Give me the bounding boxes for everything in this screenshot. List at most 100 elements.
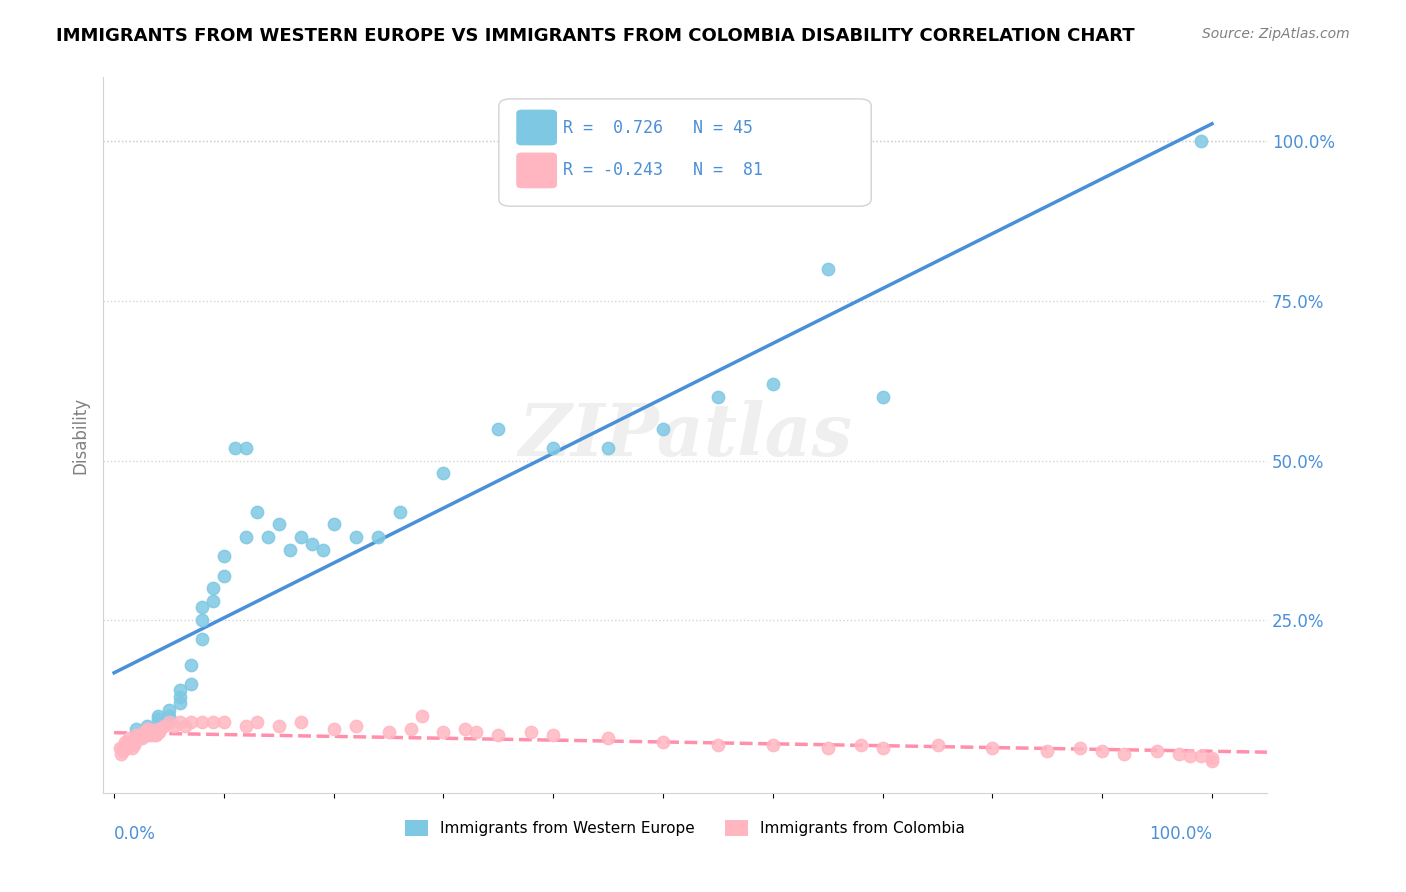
Point (1189, 748, 1212, 763)
Point (136, 728, 159, 742)
Point (174, 718, 197, 732)
Point (1178, 748, 1201, 763)
Point (180, 657, 202, 672)
Point (157, 715, 180, 730)
Point (344, 530, 367, 544)
Point (1201, 750, 1223, 764)
Point (180, 715, 202, 730)
Point (127, 731, 149, 746)
FancyBboxPatch shape (516, 110, 557, 145)
Point (1189, 134, 1212, 148)
Point (927, 738, 949, 752)
Point (157, 715, 180, 730)
Text: 0.0%: 0.0% (114, 824, 156, 843)
Point (652, 422, 675, 436)
Point (143, 725, 166, 739)
Point (132, 725, 155, 739)
Point (256, 530, 278, 544)
Point (872, 741, 894, 756)
Legend: Immigrants from Western Europe, Immigrants from Colombia: Immigrants from Western Europe, Immigran… (399, 814, 972, 842)
Point (432, 467, 454, 481)
Point (399, 722, 422, 736)
Point (377, 725, 399, 739)
Point (191, 613, 214, 627)
Text: Source: ZipAtlas.com: Source: ZipAtlas.com (1202, 27, 1350, 41)
Point (131, 728, 153, 742)
Point (157, 703, 180, 717)
Point (169, 683, 191, 698)
Point (146, 722, 169, 736)
Point (1091, 744, 1114, 758)
Point (454, 722, 477, 736)
Point (707, 738, 730, 752)
Point (142, 728, 165, 742)
Point (128, 731, 150, 746)
Point (246, 715, 269, 730)
Point (146, 722, 169, 736)
Point (201, 594, 224, 608)
Point (872, 390, 894, 404)
Point (118, 731, 141, 746)
Point (141, 725, 163, 739)
Point (344, 718, 367, 732)
Point (212, 715, 235, 730)
Point (322, 722, 344, 736)
Point (112, 741, 135, 756)
Point (134, 728, 156, 742)
Text: R = -0.243   N =  81: R = -0.243 N = 81 (562, 161, 763, 179)
Point (125, 722, 148, 736)
Point (131, 731, 153, 746)
Point (191, 715, 214, 730)
Point (201, 715, 224, 730)
Point (762, 376, 785, 391)
Point (111, 741, 134, 756)
Point (290, 715, 312, 730)
Point (157, 709, 180, 723)
FancyBboxPatch shape (499, 99, 872, 206)
Point (152, 718, 174, 732)
Point (146, 712, 169, 726)
Point (849, 738, 872, 752)
Point (301, 536, 323, 550)
Point (1168, 747, 1191, 762)
Point (136, 718, 159, 732)
Point (367, 530, 389, 544)
Point (136, 722, 159, 736)
Point (235, 718, 257, 732)
Point (163, 718, 186, 732)
Point (235, 530, 257, 544)
Text: IMMIGRANTS FROM WESTERN EUROPE VS IMMIGRANTS FROM COLOMBIA DISABILITY CORRELATIO: IMMIGRANTS FROM WESTERN EUROPE VS IMMIGR… (56, 27, 1135, 45)
Point (598, 441, 620, 455)
Y-axis label: Disability: Disability (72, 396, 89, 474)
Point (1201, 754, 1223, 768)
Point (1146, 744, 1168, 758)
Point (125, 728, 148, 742)
Text: R =  0.726   N = 45: R = 0.726 N = 45 (562, 119, 752, 136)
Point (267, 517, 290, 532)
Point (817, 741, 839, 756)
Point (817, 262, 839, 277)
Point (149, 722, 172, 736)
Point (598, 731, 620, 746)
Point (278, 543, 301, 558)
Point (486, 728, 509, 742)
Point (135, 725, 157, 739)
Point (411, 709, 433, 723)
Point (191, 600, 214, 615)
Point (191, 632, 214, 647)
Point (136, 725, 159, 739)
Point (141, 728, 163, 742)
Point (121, 734, 143, 748)
Point (146, 709, 169, 723)
Point (124, 734, 146, 748)
Point (543, 441, 565, 455)
Point (180, 677, 202, 691)
Point (115, 738, 138, 752)
Point (169, 690, 191, 704)
Point (139, 725, 162, 739)
Point (117, 734, 139, 748)
Point (110, 747, 132, 762)
Point (465, 725, 488, 739)
Point (486, 422, 509, 436)
Point (267, 718, 290, 732)
